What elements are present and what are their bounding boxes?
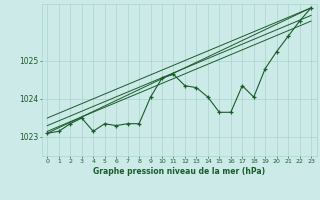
X-axis label: Graphe pression niveau de la mer (hPa): Graphe pression niveau de la mer (hPa) (93, 167, 265, 176)
